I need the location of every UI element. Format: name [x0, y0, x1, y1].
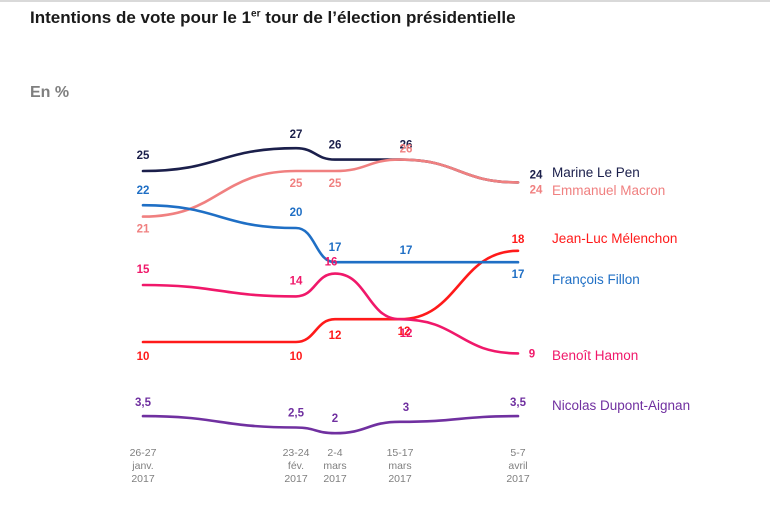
series-line-3	[141, 203, 520, 264]
legend-entry: Nicolas Dupont-Aignan	[552, 398, 690, 413]
x-tick-label: 23-24	[283, 447, 310, 459]
legend-entry: Benoît Hamon	[552, 348, 638, 363]
x-tick-label: avril	[508, 460, 527, 472]
x-tick-label: 26-27	[130, 447, 157, 459]
data-label: 26	[329, 140, 342, 152]
data-label: 22	[137, 185, 150, 197]
data-label: 27	[290, 129, 303, 141]
x-tick-label: mars	[388, 460, 411, 472]
series-line-2	[141, 249, 520, 344]
data-label: 20	[290, 207, 303, 219]
chart-title: Intentions de vote pour le 1er tour de l…	[30, 8, 516, 28]
data-label: 26	[400, 144, 413, 156]
data-label: 12	[400, 328, 413, 340]
data-label: 24	[530, 169, 543, 181]
x-tick-label: 2017	[284, 473, 308, 485]
legend-entry: Emmanuel Macron	[552, 183, 665, 198]
data-label: 24	[530, 184, 543, 196]
unit-label: En %	[30, 84, 70, 101]
title-superscript: er	[251, 8, 261, 20]
x-tick-label: 5-7	[510, 447, 525, 459]
x-tick-label: 2-4	[327, 447, 342, 459]
data-label: 12	[329, 330, 342, 342]
data-label: 17	[329, 242, 342, 254]
data-label: 10	[137, 351, 150, 363]
legend-entry: Jean-Luc Mélenchon	[552, 231, 677, 246]
data-label: 3,5	[510, 397, 527, 409]
x-tick-label: 2017	[131, 473, 155, 485]
data-label: 17	[512, 269, 525, 281]
x-tick-label: fév.	[288, 460, 304, 472]
data-label: 17	[400, 245, 413, 257]
data-label: 10	[290, 351, 303, 363]
series-line-4	[141, 272, 520, 355]
data-label: 26	[400, 140, 413, 152]
data-label: 14	[290, 275, 303, 287]
x-tick-label: janv.	[131, 460, 153, 472]
data-label: 3,5	[135, 397, 152, 409]
data-label: 25	[137, 150, 150, 162]
legend-entry: Marine Le Pen	[552, 165, 640, 180]
x-tick-label: mars	[323, 460, 346, 472]
data-label: 15	[137, 264, 150, 276]
top-divider	[0, 0, 770, 2]
data-label: 21	[137, 224, 150, 236]
data-label: 2,5	[288, 408, 305, 420]
data-label: 2	[332, 413, 338, 425]
data-label: 18	[512, 234, 525, 246]
x-tick-label: 2017	[388, 473, 412, 485]
title-text: Intentions de vote pour le 1	[30, 8, 252, 27]
data-label: 12	[398, 326, 411, 338]
series-line-1	[141, 158, 520, 218]
x-tick-label: 2017	[323, 473, 347, 485]
title-text-rest: tour de l’élection présidentielle	[260, 8, 516, 27]
x-tick-label: 2017	[506, 473, 530, 485]
data-label: 9	[529, 348, 535, 360]
data-label: 3	[403, 402, 409, 414]
data-label: 16	[325, 257, 338, 269]
x-tick-label: 15-17	[387, 447, 414, 459]
legend-entry: François Fillon	[552, 272, 640, 287]
series-line-5	[141, 414, 520, 435]
data-label: 25	[290, 178, 303, 190]
data-label: 25	[329, 178, 342, 190]
